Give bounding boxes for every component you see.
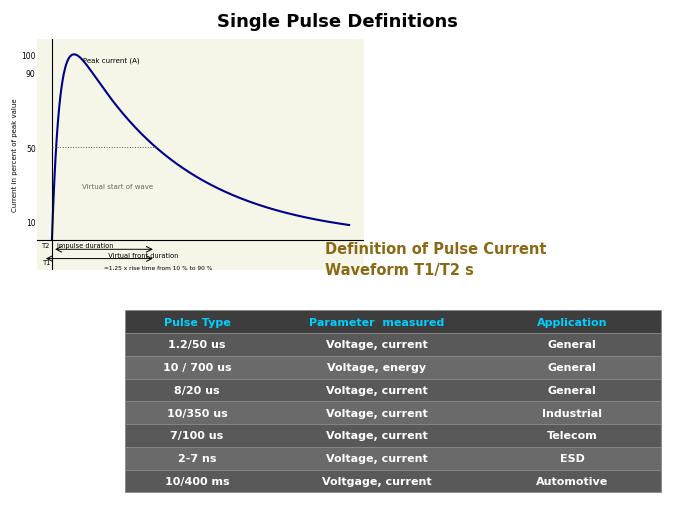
- Text: General: General: [548, 363, 596, 372]
- Text: Voltage, energy: Voltage, energy: [327, 363, 426, 372]
- Bar: [125, 333, 661, 356]
- Text: Single Pulse Definitions: Single Pulse Definitions: [216, 13, 458, 31]
- Text: 8/20 us: 8/20 us: [174, 385, 220, 395]
- Text: 1.2/50 us: 1.2/50 us: [168, 340, 226, 349]
- Text: 10 / 700 us: 10 / 700 us: [162, 363, 231, 372]
- Bar: [125, 356, 661, 379]
- Bar: [125, 470, 661, 492]
- Text: Definition of Pulse Current
Waveform T1/T2 s: Definition of Pulse Current Waveform T1/…: [325, 242, 547, 278]
- Text: 7/100 us: 7/100 us: [171, 431, 224, 440]
- Text: T2: T2: [42, 243, 51, 249]
- Text: T1: T1: [43, 260, 51, 266]
- Text: Voltage, current: Voltage, current: [326, 408, 427, 418]
- Text: Virtual front duration: Virtual front duration: [104, 252, 178, 258]
- Text: Peak current (A): Peak current (A): [83, 57, 140, 64]
- Text: Voltage, current: Voltage, current: [326, 453, 427, 463]
- Y-axis label: Current in percent of peak value: Current in percent of peak value: [12, 98, 18, 212]
- Text: Pulse Type: Pulse Type: [164, 317, 231, 327]
- Bar: [125, 447, 661, 470]
- Text: General: General: [548, 340, 596, 349]
- Text: ESD: ESD: [559, 453, 584, 463]
- Text: Automotive: Automotive: [536, 476, 608, 486]
- Text: Parameter  measured: Parameter measured: [309, 317, 444, 327]
- Text: Voltage, current: Voltage, current: [326, 431, 427, 440]
- Bar: [125, 311, 661, 333]
- Text: General: General: [548, 385, 596, 395]
- Bar: [125, 401, 661, 424]
- Bar: [125, 379, 661, 401]
- Text: Industrial: Industrial: [542, 408, 602, 418]
- Text: Voltage, current: Voltage, current: [326, 340, 427, 349]
- Text: Telecom: Telecom: [547, 431, 597, 440]
- Text: 2-7 ns: 2-7 ns: [178, 453, 216, 463]
- Text: Impulse duration: Impulse duration: [57, 243, 113, 249]
- Bar: [125, 424, 661, 447]
- Text: Voltgage, current: Voltgage, current: [321, 476, 431, 486]
- Text: =1,25 x rise time from 10 % to 90 %: =1,25 x rise time from 10 % to 90 %: [104, 266, 212, 271]
- Text: 10/350 us: 10/350 us: [166, 408, 227, 418]
- Text: Virtual start of wave: Virtual start of wave: [82, 184, 153, 190]
- Text: Voltage, current: Voltage, current: [326, 385, 427, 395]
- Text: Application: Application: [537, 317, 607, 327]
- Text: 10/400 ms: 10/400 ms: [164, 476, 229, 486]
